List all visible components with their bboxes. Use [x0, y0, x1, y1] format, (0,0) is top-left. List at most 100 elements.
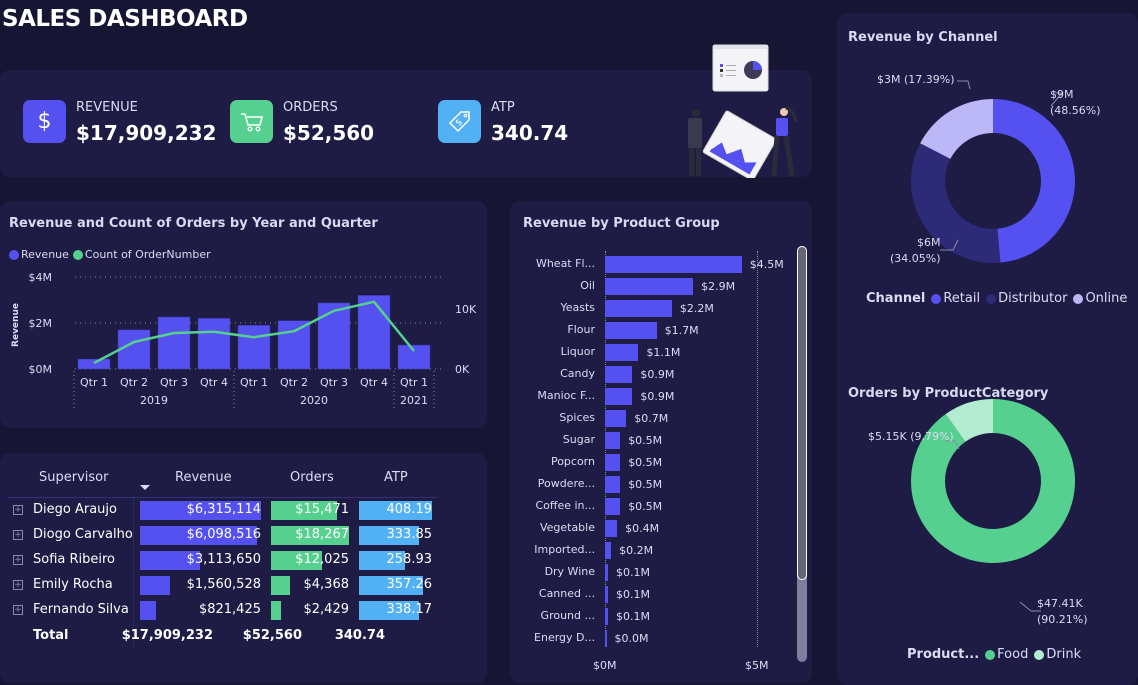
x-tick-label: Qtr 4: [360, 376, 388, 389]
product-bar[interactable]: [605, 344, 639, 361]
year-label: 2019: [140, 394, 168, 407]
product-bar[interactable]: [605, 498, 621, 515]
page-title: SALES DASHBOARD: [2, 6, 248, 32]
channel-slice[interactable]: [920, 99, 993, 159]
leader-line: [957, 80, 971, 90]
x-tick-label: Qtr 2: [120, 376, 148, 389]
channel-slice[interactable]: [911, 143, 1001, 263]
orders-databar: [271, 551, 323, 570]
product-label: Sugar: [562, 433, 595, 446]
atp-databar: [359, 601, 420, 620]
product-label: Coffee in...: [535, 499, 595, 512]
atp-cell: 338.17: [359, 601, 432, 620]
product-bar[interactable]: [605, 432, 621, 449]
orders-cell: $15,471: [271, 501, 349, 520]
dashboard-illustration: [688, 44, 798, 178]
product-bar[interactable]: [605, 454, 621, 471]
atp-cell: 333.85: [359, 526, 432, 545]
product-bar[interactable]: [605, 586, 609, 603]
revenue-bar[interactable]: [277, 320, 311, 370]
legend-dot-distributor: [986, 293, 997, 304]
total-atp: 340.74: [334, 628, 385, 643]
legend-label-online[interactable]: Online: [1085, 291, 1128, 306]
header-supervisor[interactable]: Supervisor: [39, 470, 109, 485]
product-label: Imported...: [534, 543, 595, 556]
x-tick-label: $5M: [745, 659, 769, 672]
revenue-bar[interactable]: [237, 325, 271, 370]
header-atp[interactable]: ATP: [384, 470, 408, 485]
expand-icon[interactable]: +: [13, 555, 23, 565]
orders-cell: $2,429: [271, 601, 349, 620]
legend-label-retail[interactable]: Retail: [943, 291, 981, 306]
product-label: Liquor: [560, 345, 595, 358]
kpi-value: $52,560: [283, 121, 375, 145]
total-revenue: $17,909,232: [121, 628, 213, 643]
revenue-bar[interactable]: [157, 316, 191, 370]
year-label: 2021: [400, 394, 428, 407]
revenue-cell: $3,113,650: [140, 551, 261, 570]
channel-donut-svg: [911, 80, 1075, 263]
table-row[interactable]: + Fernando Silva $821,425 $2,429 338.17: [0, 599, 440, 623]
gridline-5m: [757, 251, 758, 647]
label-line: (90.21%): [1037, 613, 1088, 626]
product-bar[interactable]: [605, 520, 618, 537]
x-tick-label: Qtr 1: [400, 376, 428, 389]
table-row[interactable]: + Diego Araujo $6,315,114 $15,471 408.19: [0, 499, 440, 523]
legend-label-distributor[interactable]: Distributor: [998, 291, 1068, 306]
product-bar[interactable]: [605, 256, 742, 273]
revenue-bar[interactable]: [317, 302, 351, 370]
supervisor-name: Fernando Silva: [33, 602, 129, 617]
product-bar[interactable]: [605, 608, 609, 625]
product-data-label: $0.9M: [640, 368, 675, 381]
kpi-value: $17,909,232: [76, 121, 217, 145]
y-tick-label: $4M: [29, 271, 53, 284]
y2-tick-label: 10K: [455, 303, 477, 316]
orders-cell: $18,267: [271, 526, 349, 545]
header-orders[interactable]: Orders: [290, 470, 334, 485]
orders-value: $4,368: [303, 577, 350, 592]
table-row[interactable]: + Emily Rocha $1,560,528 $4,368 357.26: [0, 574, 440, 598]
revenue-bar[interactable]: [197, 318, 231, 370]
channel-chart-title: Revenue by Channel: [848, 30, 998, 45]
revenue-bar[interactable]: [357, 295, 391, 370]
legend-label-drink[interactable]: Drink: [1046, 647, 1082, 662]
expand-icon[interactable]: +: [13, 530, 23, 540]
product-bar[interactable]: [605, 542, 612, 559]
revenue-bar[interactable]: [77, 358, 111, 370]
product-bar[interactable]: [605, 300, 672, 317]
label-line: (34.05%): [890, 252, 941, 265]
table-row[interactable]: + Diogo Carvalho $6,098,516 $18,267 333.85: [0, 524, 440, 548]
kpi-label: REVENUE: [76, 100, 138, 115]
product-bar[interactable]: [605, 366, 633, 383]
expand-icon[interactable]: +: [13, 605, 23, 615]
product-label: Flour: [567, 323, 595, 336]
expand-icon[interactable]: +: [13, 505, 23, 515]
product-data-label: $0.1M: [616, 610, 651, 623]
legend-label-food[interactable]: Food: [997, 647, 1029, 662]
revenue-bar[interactable]: [117, 329, 151, 370]
product-bar[interactable]: [605, 476, 621, 493]
product-data-label: $0.5M: [628, 478, 663, 491]
product-data-label: $0.2M: [619, 544, 654, 557]
product-bar[interactable]: [605, 564, 609, 581]
product-label: Powdere...: [537, 477, 595, 490]
category-slice[interactable]: [945, 399, 993, 442]
revenue-bar[interactable]: [397, 344, 431, 370]
product-bar[interactable]: [605, 278, 694, 295]
y-tick-label: $2M: [29, 317, 53, 330]
product-data-label: $0.1M: [616, 588, 651, 601]
header-revenue[interactable]: Revenue: [175, 470, 232, 485]
expand-icon[interactable]: +: [13, 580, 23, 590]
category-slice[interactable]: [911, 399, 1075, 563]
revenue-cell: $6,098,516: [140, 526, 261, 545]
product-bar[interactable]: [605, 410, 627, 427]
legend-label-orders: Count of OrderNumber: [84, 248, 211, 261]
table-row[interactable]: + Sofia Ribeiro $3,113,650 $12,025 258.93: [0, 549, 440, 573]
product-bar[interactable]: [605, 388, 633, 405]
scrollbar-thumb[interactable]: [797, 246, 807, 580]
revenue-databar: [140, 601, 156, 620]
sort-descending-icon[interactable]: [140, 485, 150, 490]
product-bar[interactable]: [605, 322, 657, 339]
product-bar[interactable]: [605, 630, 607, 647]
channel-slice[interactable]: [993, 99, 1075, 263]
